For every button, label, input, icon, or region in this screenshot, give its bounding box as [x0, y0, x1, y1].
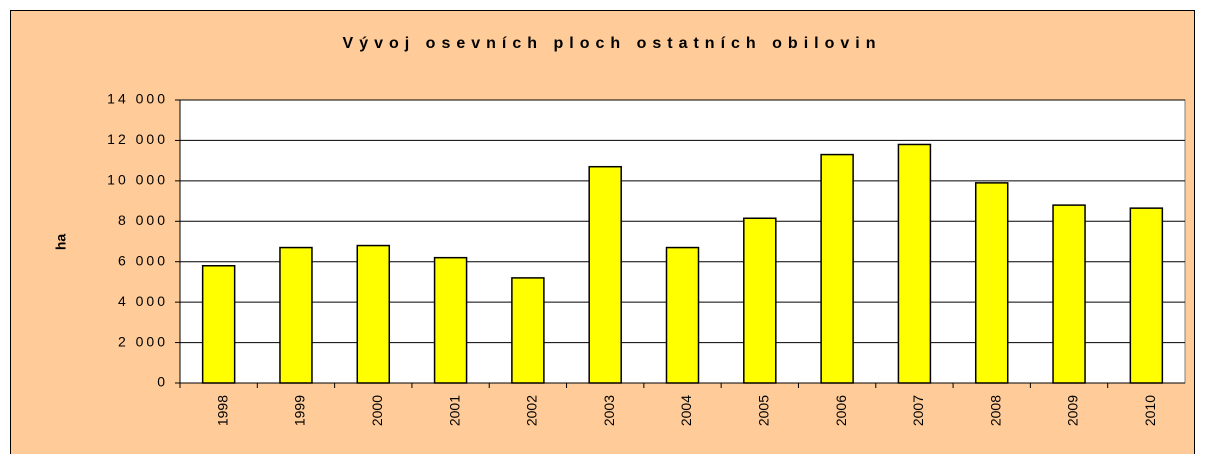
- y-tick-label: 2 000: [118, 333, 168, 349]
- x-tick-label: 2002: [524, 395, 540, 426]
- x-tick-label: 2006: [833, 395, 849, 426]
- bar: [588, 165, 622, 384]
- bar: [1052, 204, 1086, 384]
- bar: [820, 153, 854, 384]
- y-tick-label: 4 000: [118, 293, 168, 309]
- bar: [743, 217, 777, 384]
- bar: [665, 246, 700, 384]
- x-tick-label: 2000: [369, 395, 385, 426]
- bar: [201, 265, 236, 384]
- bar: [279, 246, 313, 384]
- x-tick-label: 2007: [910, 395, 926, 426]
- x-tick-label: 2004: [678, 395, 694, 426]
- bar: [433, 256, 468, 384]
- y-tick-label: 10 000: [107, 172, 168, 188]
- x-tick-label: 2008: [987, 395, 1003, 426]
- chart-title: Vývoj osevních ploch ostatních obilovin: [343, 35, 882, 52]
- x-tick-label: 2005: [756, 395, 772, 426]
- x-tick-label: 2010: [1142, 395, 1158, 426]
- bar: [974, 182, 1009, 384]
- y-tick-label: 8 000: [118, 212, 168, 228]
- y-tick-label: 14 000: [107, 91, 168, 107]
- y-tick-label: 6 000: [118, 252, 168, 268]
- x-tick-label: 1999: [292, 395, 308, 426]
- bar: [897, 143, 932, 384]
- y-tick-label: 12 000: [107, 131, 168, 147]
- x-tick-label: 2003: [601, 395, 617, 426]
- x-tick-label: 2009: [1065, 395, 1081, 426]
- bar: [356, 244, 391, 384]
- y-axis-label: ha: [53, 234, 69, 251]
- bar: [511, 277, 545, 384]
- x-tick-label: 1998: [214, 395, 230, 426]
- bar: [1129, 207, 1164, 384]
- x-tick-label: 2001: [446, 395, 462, 426]
- y-tick-label: 0: [157, 374, 168, 390]
